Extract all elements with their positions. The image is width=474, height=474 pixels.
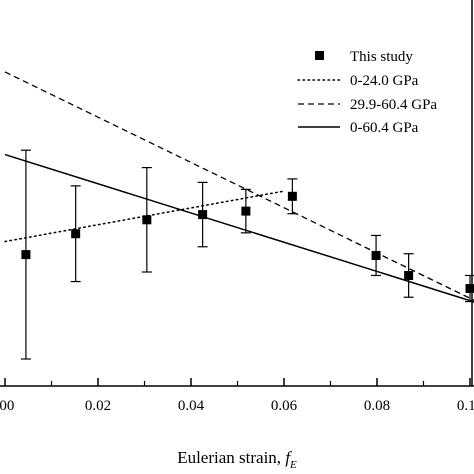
data-point (198, 210, 208, 220)
data-points (20, 149, 474, 360)
x-tick-label: 0.02 (85, 398, 111, 414)
legend: This study 0-24.0 GPa 29.9-60.4 GPa 0-60… (297, 49, 437, 136)
x-ticks (4, 378, 471, 386)
data-point (241, 206, 251, 216)
x-tick-label: 0.06 (271, 398, 298, 414)
x-tick-label: 0.10 (457, 398, 474, 414)
x-axis-label-subscript: E (289, 459, 297, 471)
x-axis-label-text: Eulerian strain, (177, 448, 285, 467)
data-point (142, 215, 152, 225)
data-point (371, 250, 381, 260)
x-axis-label-symbol: f (285, 448, 292, 467)
x-tick-label: .00 (0, 398, 14, 414)
legend-label-0-24: 0-24.0 GPa (350, 73, 419, 89)
legend-marker-this-study (315, 51, 324, 60)
data-point (287, 191, 297, 201)
legend-label-29-60: 29.9-60.4 GPa (350, 97, 437, 113)
data-point (21, 250, 31, 260)
legend-label-0-60: 0-60.4 GPa (350, 120, 419, 136)
x-tick-labels: .00 0.02 0.04 0.06 0.08 0.10 (0, 398, 474, 414)
series-line-dashed (4, 71, 474, 301)
x-axis-label: Eulerian strain, fE (177, 448, 297, 471)
x-tick-label: 0.08 (364, 398, 390, 414)
x-tick-label: 0.04 (178, 398, 205, 414)
data-point (465, 284, 474, 294)
data-point (404, 270, 414, 280)
legend-label-this-study: This study (350, 49, 413, 65)
data-point (71, 229, 81, 239)
